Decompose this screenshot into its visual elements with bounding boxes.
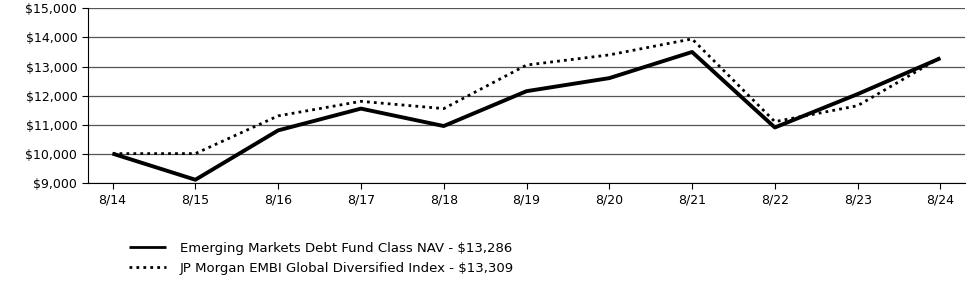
- Emerging Markets Debt Fund Class NAV - $13,286: [272, 129, 284, 132]
- JP Morgan EMBI Global Diversified Index - $13,309: [438, 107, 449, 110]
- Emerging Markets Debt Fund Class NAV - $13,286: [106, 152, 118, 155]
- JP Morgan EMBI Global Diversified Index - $13,309: [521, 64, 532, 67]
- Line: Emerging Markets Debt Fund Class NAV - $13,286: Emerging Markets Debt Fund Class NAV - $…: [112, 52, 941, 180]
- Emerging Markets Debt Fund Class NAV - $13,286: [686, 50, 698, 54]
- JP Morgan EMBI Global Diversified Index - $13,309: [852, 104, 864, 107]
- Emerging Markets Debt Fund Class NAV - $13,286: [189, 178, 201, 182]
- Emerging Markets Debt Fund Class NAV - $13,286: [355, 107, 367, 110]
- JP Morgan EMBI Global Diversified Index - $13,309: [769, 120, 781, 123]
- Emerging Markets Debt Fund Class NAV - $13,286: [438, 124, 449, 128]
- JP Morgan EMBI Global Diversified Index - $13,309: [189, 152, 201, 155]
- Emerging Markets Debt Fund Class NAV - $13,286: [521, 89, 532, 93]
- Emerging Markets Debt Fund Class NAV - $13,286: [935, 56, 947, 60]
- JP Morgan EMBI Global Diversified Index - $13,309: [604, 53, 615, 56]
- Emerging Markets Debt Fund Class NAV - $13,286: [604, 76, 615, 80]
- JP Morgan EMBI Global Diversified Index - $13,309: [935, 56, 947, 59]
- Legend: Emerging Markets Debt Fund Class NAV - $13,286, JP Morgan EMBI Global Diversifie: Emerging Markets Debt Fund Class NAV - $…: [130, 241, 514, 275]
- Line: JP Morgan EMBI Global Diversified Index - $13,309: JP Morgan EMBI Global Diversified Index …: [112, 39, 941, 154]
- JP Morgan EMBI Global Diversified Index - $13,309: [272, 114, 284, 117]
- Emerging Markets Debt Fund Class NAV - $13,286: [769, 126, 781, 129]
- Emerging Markets Debt Fund Class NAV - $13,286: [852, 92, 864, 96]
- JP Morgan EMBI Global Diversified Index - $13,309: [686, 37, 698, 41]
- JP Morgan EMBI Global Diversified Index - $13,309: [106, 152, 118, 155]
- JP Morgan EMBI Global Diversified Index - $13,309: [355, 100, 367, 103]
